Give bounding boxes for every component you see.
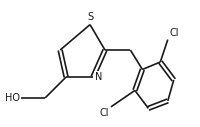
Text: HO: HO: [5, 93, 20, 103]
Text: Cl: Cl: [168, 28, 178, 38]
Text: N: N: [94, 72, 101, 82]
Text: S: S: [87, 12, 93, 22]
Text: Cl: Cl: [99, 108, 109, 118]
